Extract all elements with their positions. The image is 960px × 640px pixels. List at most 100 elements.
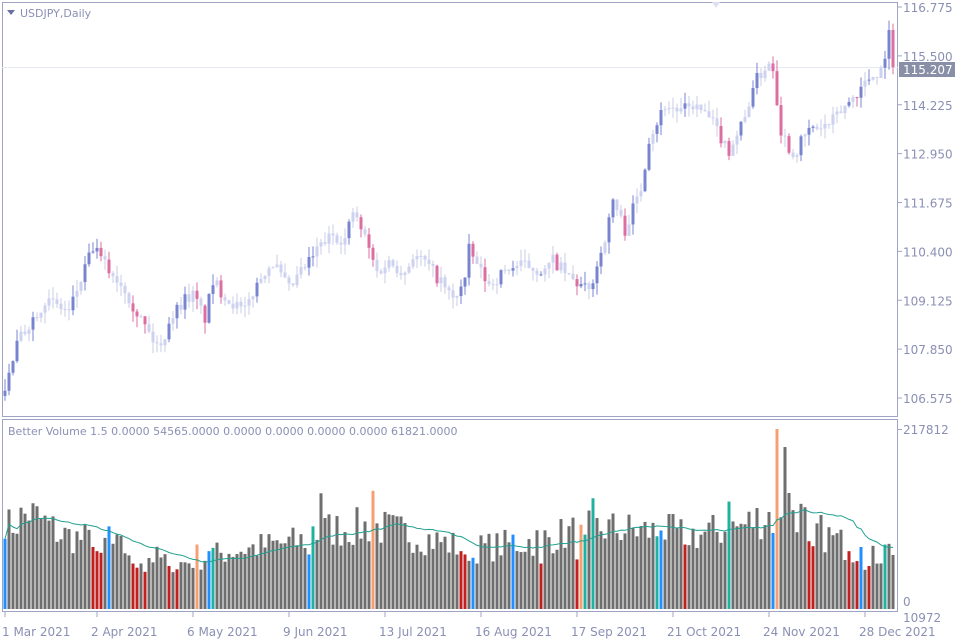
candle [555, 252, 559, 271]
volume-bar [211, 547, 215, 609]
candle [635, 188, 639, 214]
volume-bar [559, 519, 563, 609]
volume-bar [539, 563, 543, 609]
volume-bar [123, 553, 127, 609]
volume-bar [755, 508, 759, 609]
candle [183, 286, 187, 319]
volume-bar [15, 533, 19, 609]
volume-bar [59, 539, 63, 609]
volume-bar [255, 555, 259, 609]
volume-bar [195, 544, 199, 609]
volume-bar [607, 519, 611, 609]
candle [671, 97, 675, 118]
candle [827, 123, 831, 129]
volume-bar [139, 563, 143, 609]
dropdown-triangle-icon[interactable] [7, 10, 15, 15]
volume-bar [187, 563, 191, 609]
volume-bar [287, 536, 291, 609]
candle [199, 296, 203, 314]
volume-bar [303, 547, 307, 609]
candle [599, 246, 603, 275]
candle [575, 274, 579, 296]
volume-bar [495, 533, 499, 609]
candle [523, 249, 527, 269]
time-axis: 1 Mar 2021 2 Apr 2021 6 May 2021 9 Jun 2021… [2, 612, 936, 639]
candle [519, 249, 523, 272]
date-tick-label: 13 Jul 2021 [379, 625, 447, 639]
candle [435, 264, 439, 287]
candle [7, 363, 11, 396]
volume-bar [43, 515, 47, 609]
volume-bar [799, 503, 803, 609]
volume-bar [427, 534, 431, 609]
candle [663, 106, 667, 117]
volume-bar [239, 551, 243, 609]
volume-bar [791, 510, 795, 609]
volume-bar [771, 532, 775, 609]
candle [455, 295, 459, 307]
candle [795, 153, 799, 163]
candle [287, 275, 291, 291]
volume-bar [595, 518, 599, 609]
volume-bar [207, 551, 211, 609]
volume-bar [683, 544, 687, 609]
candle [87, 243, 91, 267]
volume-bar [535, 530, 539, 609]
candle [811, 124, 815, 133]
volume-bar [407, 542, 411, 609]
candle [495, 277, 499, 295]
candle [407, 263, 411, 275]
candle [35, 312, 39, 322]
volume-bar [11, 532, 15, 609]
date-tick-label: 9 Jun 2021 [283, 625, 348, 639]
candle [731, 140, 735, 156]
candle [39, 312, 43, 323]
candle [891, 23, 895, 75]
candle [155, 335, 159, 353]
candle [443, 274, 447, 294]
volume-max-label: 217812 [903, 423, 949, 437]
volume-bar [487, 533, 491, 609]
volume-bar [159, 557, 163, 609]
volume-bar [523, 551, 527, 609]
candle [383, 260, 387, 284]
volume-bar [671, 514, 675, 609]
volume-bar [803, 507, 807, 609]
volume-bar [475, 563, 479, 609]
candle [751, 80, 755, 109]
candle [551, 245, 555, 274]
candle [867, 69, 871, 85]
candle [735, 130, 739, 154]
volume-bar [23, 513, 27, 609]
volume-bar [611, 513, 615, 609]
candle [571, 265, 575, 281]
candle [483, 258, 487, 292]
volume-bar [883, 544, 887, 609]
shift-marker-icon[interactable] [712, 2, 720, 8]
candle [879, 65, 883, 79]
candle [623, 208, 627, 241]
candle [451, 283, 455, 309]
volume-bar [879, 563, 883, 609]
candle [439, 266, 443, 292]
volume-bar [503, 529, 507, 609]
volume-bar [399, 516, 403, 609]
candle [467, 234, 471, 286]
volume-bar [163, 554, 167, 609]
candle [115, 265, 119, 293]
candle [423, 254, 427, 267]
candle [615, 199, 619, 217]
volume-bar [247, 547, 251, 609]
candle [727, 137, 731, 161]
volume-bar [315, 539, 319, 609]
volume-bar [351, 544, 355, 609]
volume-bar [807, 541, 811, 609]
volume-bar [751, 527, 755, 609]
candle [639, 183, 643, 202]
volume-bar [75, 531, 79, 609]
candle [463, 277, 467, 295]
candle [839, 105, 843, 114]
date-tick-label: 24 Nov 2021 [763, 625, 840, 639]
candle [675, 103, 679, 123]
candle [319, 239, 323, 255]
